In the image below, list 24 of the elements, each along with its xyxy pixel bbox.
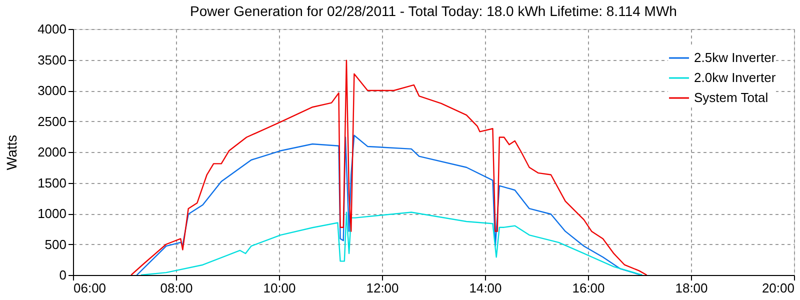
chart-title: Power Generation for 02/28/2011 - Total Today: 18.0 kWh Lifetime: 8.114 MWh [190,3,677,19]
x-tick-label: 18:00 [675,280,708,296]
line-series [140,212,643,275]
x-tick-label: 20:00 [762,280,794,296]
y-tick-label: 3000 [38,83,66,98]
y-tick-label: 0 [59,268,66,282]
x-tick-label: 14:00 [469,280,502,296]
y-tick-label: 2000 [38,144,66,160]
legend-label: System Total [694,90,768,105]
y-tick-label: 3500 [38,52,66,68]
line-series [130,60,648,275]
y-tick-label: 1500 [38,175,66,190]
x-tick-label: 06:00 [74,280,106,296]
x-tick-label: 08:00 [160,280,193,296]
y-tick-label: 500 [44,236,66,252]
x-tick-label: 16:00 [572,280,605,296]
legend-label: 2.0kw Inverter [694,70,776,85]
y-tick-label: 1000 [38,206,66,221]
y-axis-title: Watts [4,134,20,170]
x-tick-label: 10:00 [263,280,296,296]
y-tick-label: 4000 [38,22,66,36]
x-tick-label: 12:00 [366,280,399,296]
y-tick-label: 2500 [38,114,66,129]
legend-label: 2.5kw Inverter [694,50,776,65]
